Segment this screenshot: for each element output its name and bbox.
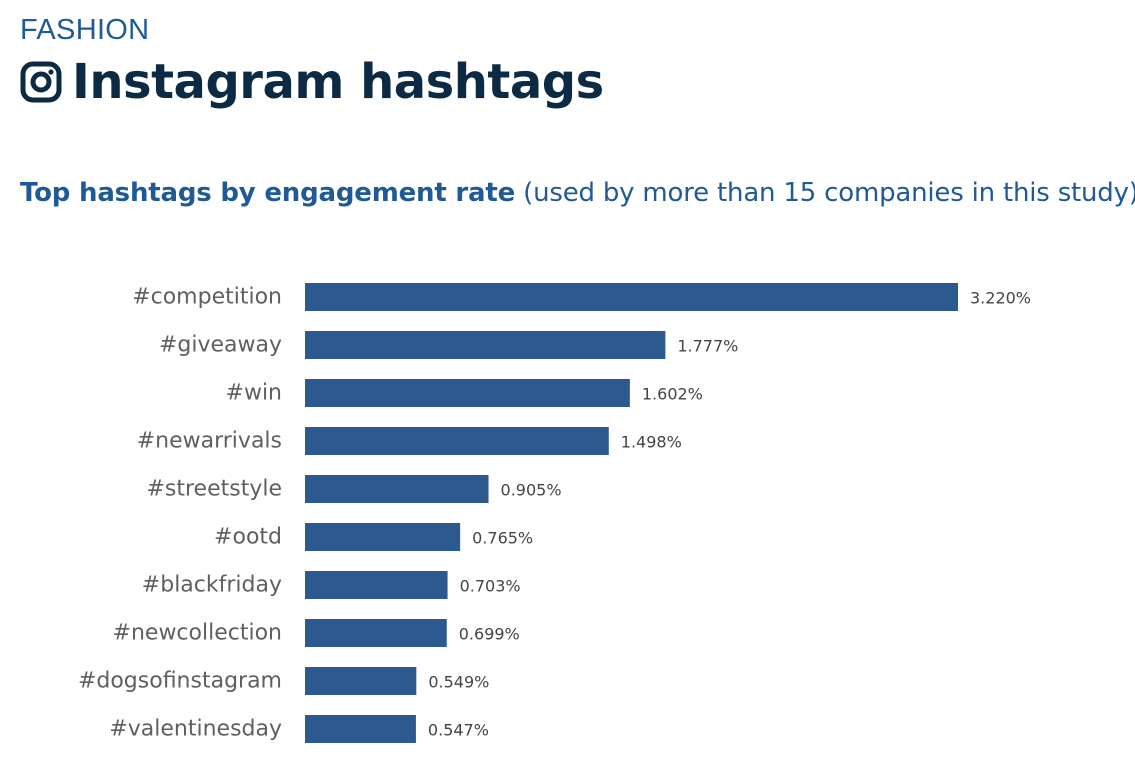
value-label-8: 0.549% (428, 673, 489, 692)
value-label-0: 3.220% (970, 289, 1031, 308)
bar-9 (305, 715, 416, 743)
bar-4 (305, 475, 489, 503)
bar-8 (305, 667, 417, 695)
bar-7 (305, 619, 447, 647)
subtitle-bold: Top hashtags by engagement rate (20, 178, 516, 208)
category-label-0: #competition (132, 285, 282, 310)
value-label-3: 1.498% (621, 433, 682, 452)
value-label-5: 0.765% (472, 529, 533, 548)
category-label-8: #dogsofinstagram (78, 669, 282, 694)
category-label-7: #newcollection (113, 621, 282, 646)
value-label-7: 0.699% (459, 625, 520, 644)
bar-1 (305, 331, 666, 359)
category-label-6: #blackfriday (142, 573, 282, 598)
value-label-6: 0.703% (460, 577, 521, 596)
value-label-9: 0.547% (428, 721, 489, 740)
category-label-3: #newarrivals (137, 429, 282, 454)
instagram-icon (20, 61, 62, 103)
bar-0 (305, 283, 958, 311)
category-label-5: #ootd (214, 525, 282, 550)
category-label-4: #streetstyle (146, 477, 282, 502)
title-row: Instagram hashtags (20, 52, 604, 112)
bar-6 (305, 571, 448, 599)
bar-2 (305, 379, 630, 407)
value-label-4: 0.905% (501, 481, 562, 500)
bar-3 (305, 427, 609, 455)
chart-subtitle: Top hashtags by engagement rate (used by… (20, 178, 1135, 208)
subtitle-rest: (used by more than 15 companies in this … (523, 178, 1135, 208)
value-label-2: 1.602% (642, 385, 703, 404)
bar-5 (305, 523, 461, 551)
category-label-1: #giveaway (159, 333, 282, 358)
page-title: Instagram hashtags (72, 54, 604, 110)
value-label-1: 1.777% (677, 337, 738, 356)
category-label-2: #win (226, 381, 282, 406)
category-label-9: #valentinesday (109, 717, 282, 742)
category-label: FASHION (20, 14, 150, 46)
